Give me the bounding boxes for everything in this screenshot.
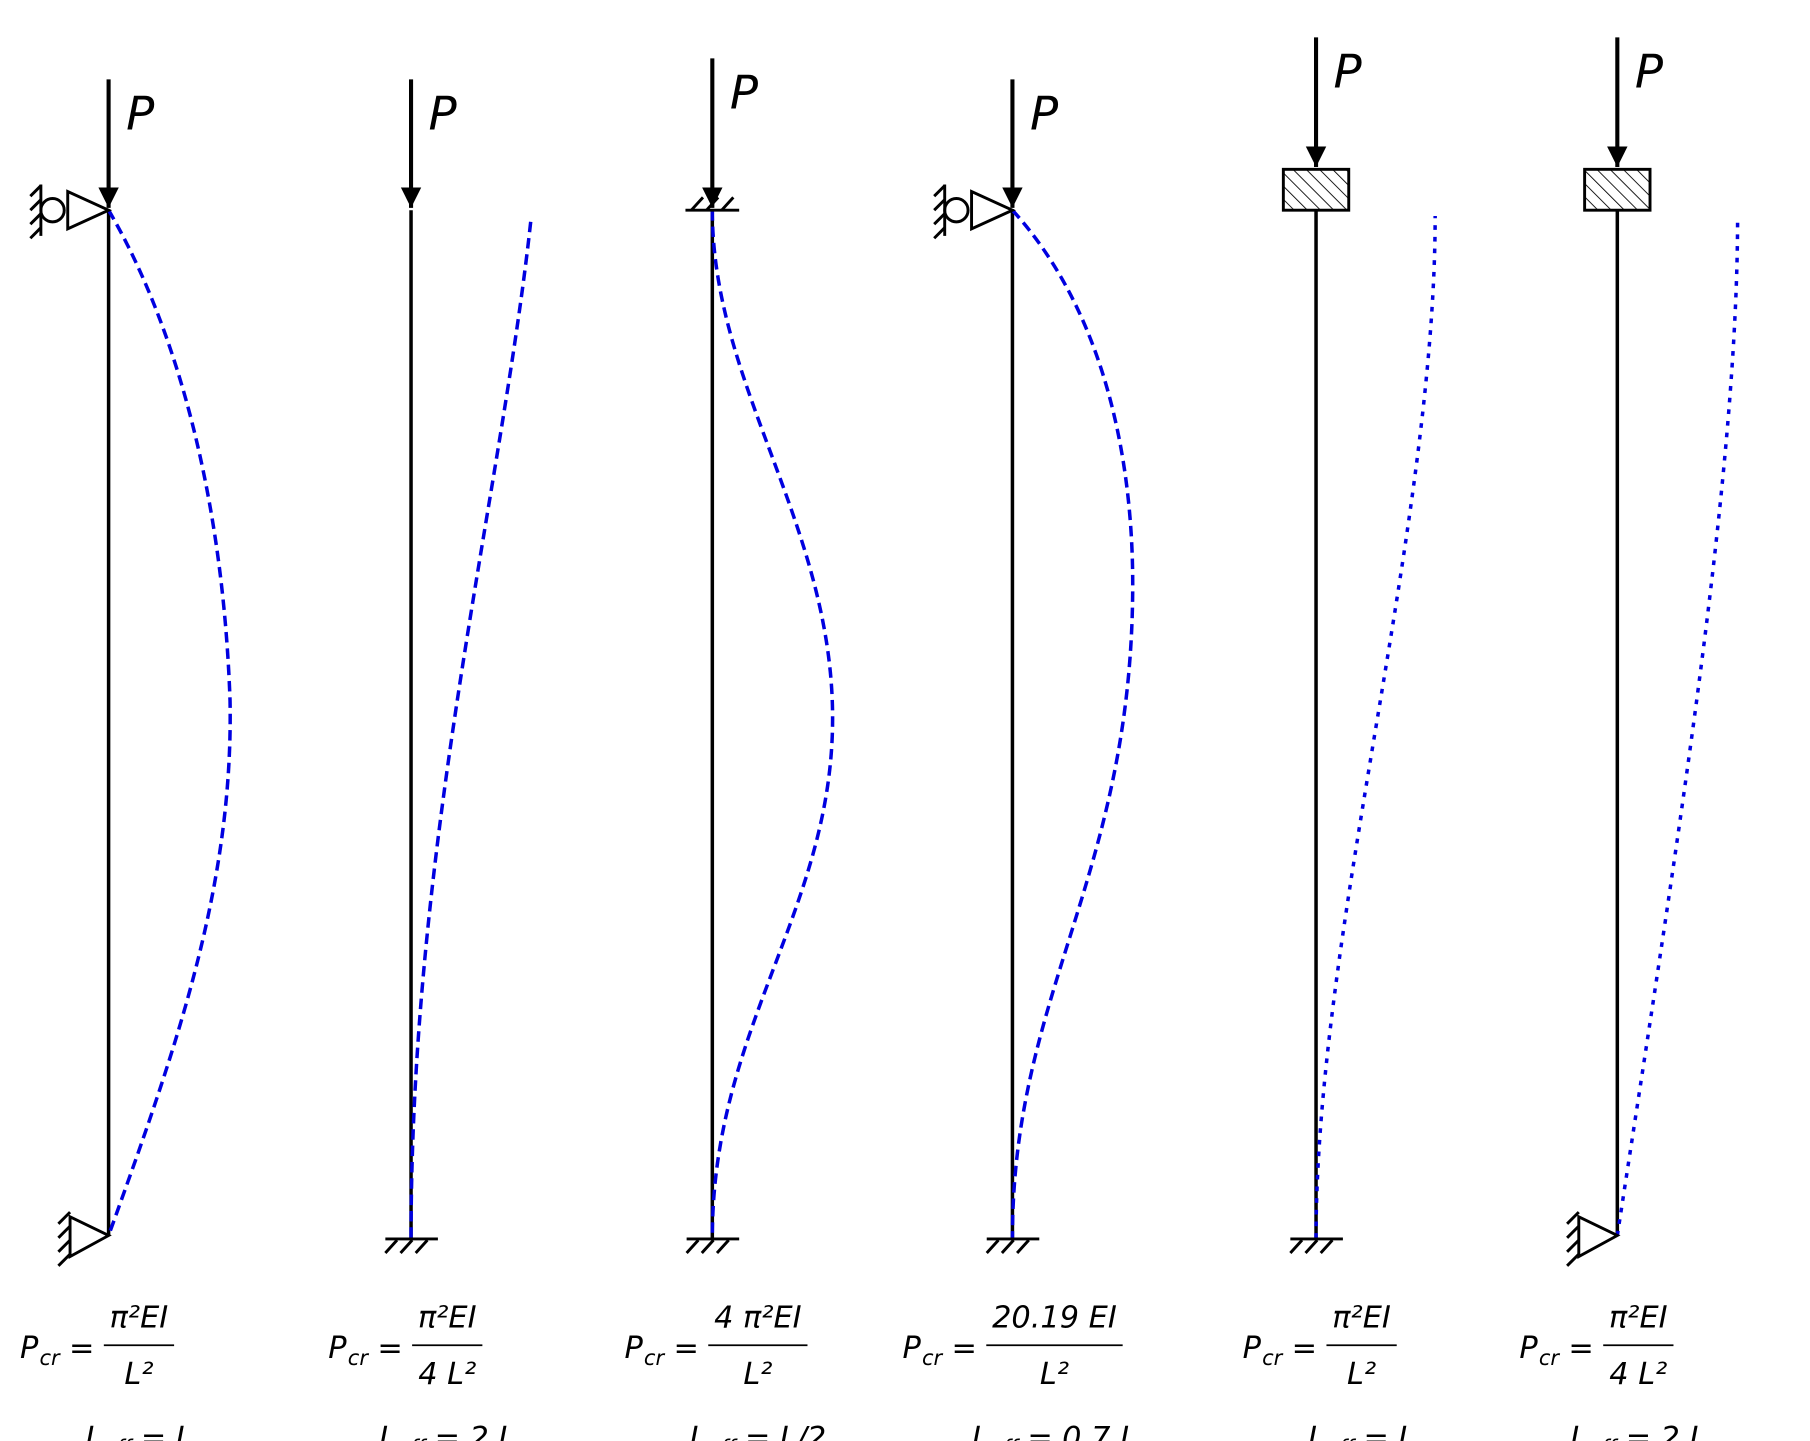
columns xyxy=(106,210,1620,1238)
denominator: L² xyxy=(743,1357,772,1392)
symbol: P xyxy=(328,1331,347,1366)
subscript: eff xyxy=(397,1435,428,1441)
equals: = xyxy=(1292,1331,1317,1366)
subscript: cr xyxy=(348,1345,370,1370)
subscript: cr xyxy=(40,1345,62,1370)
equals: = xyxy=(435,1421,460,1441)
symbol: L xyxy=(689,1421,706,1441)
subscript: eff xyxy=(990,1435,1021,1441)
subscript: cr xyxy=(1539,1345,1561,1370)
equals: = xyxy=(141,1421,166,1441)
value: 2 L xyxy=(469,1421,515,1441)
subscript: eff xyxy=(103,1435,134,1441)
effective-length: Leff = 0.7 L xyxy=(972,1421,1137,1441)
buckled-shapes xyxy=(106,209,1740,1238)
equals: = xyxy=(1363,1421,1388,1441)
equals: = xyxy=(377,1331,402,1366)
symbol: P xyxy=(624,1331,643,1366)
symbol: L xyxy=(972,1421,989,1441)
denominator: L² xyxy=(1040,1357,1069,1392)
numerator: π²EI xyxy=(1609,1301,1668,1336)
effective-length: Leff = L xyxy=(1308,1421,1415,1441)
symbol: L xyxy=(85,1421,102,1441)
denominator: L² xyxy=(1347,1357,1376,1392)
symbol: P xyxy=(902,1331,921,1366)
symbol: L xyxy=(1308,1421,1325,1441)
equals: = xyxy=(1027,1421,1052,1441)
load-label: P xyxy=(1030,88,1059,142)
subscript: eff xyxy=(708,1435,739,1441)
equals: = xyxy=(1626,1421,1651,1441)
load-label: P xyxy=(126,88,155,142)
load-label: P xyxy=(1635,46,1664,100)
load-label: P xyxy=(1334,46,1363,100)
value: L xyxy=(1398,1421,1415,1441)
symbol: P xyxy=(1243,1331,1262,1366)
numerator: π²EI xyxy=(110,1301,169,1336)
load-arrows xyxy=(98,37,1628,208)
subscript: cr xyxy=(644,1345,666,1370)
denominator: 4 L² xyxy=(1609,1357,1667,1392)
subscript: cr xyxy=(922,1345,944,1370)
symbol: P xyxy=(20,1331,39,1366)
equals: = xyxy=(745,1421,770,1441)
effective-length: Leff = L/2 xyxy=(689,1421,826,1441)
symbol: L xyxy=(1570,1421,1587,1441)
load-label: P xyxy=(429,88,458,142)
effective-length: Leff = 2 L xyxy=(379,1421,515,1441)
denominator: L² xyxy=(124,1357,153,1392)
supports xyxy=(29,167,1652,1267)
equals: = xyxy=(673,1331,698,1366)
value: L xyxy=(176,1421,193,1441)
subscript: eff xyxy=(1588,1435,1619,1441)
subscript: eff xyxy=(1326,1435,1357,1441)
numerator: π²EI xyxy=(1332,1301,1391,1336)
effective-length: Leff = L xyxy=(85,1421,192,1441)
effective-length: Leff = 2 L xyxy=(1570,1421,1706,1441)
symbol: L xyxy=(379,1421,396,1441)
value: 2 L xyxy=(1661,1421,1707,1441)
symbol: P xyxy=(1519,1331,1538,1366)
equals: = xyxy=(951,1331,976,1366)
value: 0.7 L xyxy=(1062,1421,1137,1441)
load-label: P xyxy=(730,67,759,121)
equals: = xyxy=(1568,1331,1593,1366)
numerator: 4 π²EI xyxy=(714,1301,802,1336)
numerator: π²EI xyxy=(418,1301,477,1336)
numerator: 20.19 EI xyxy=(992,1301,1117,1336)
equals: = xyxy=(69,1331,94,1366)
subscript: cr xyxy=(1262,1345,1284,1370)
value: L/2 xyxy=(780,1421,826,1441)
denominator: 4 L² xyxy=(418,1357,476,1392)
